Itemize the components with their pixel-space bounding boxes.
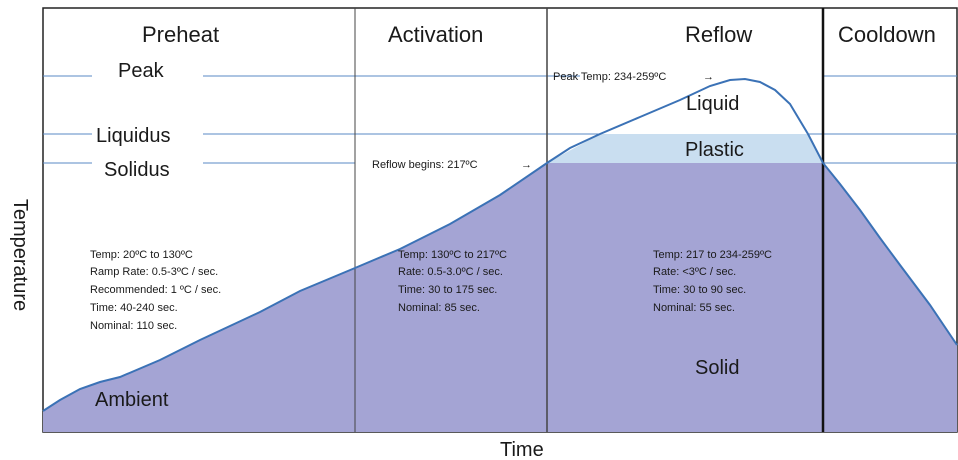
callout-reflow-begins: Reflow begins: 217ºC bbox=[372, 159, 478, 171]
note-line: Rate: 0.5-3.0ºC / sec. bbox=[398, 266, 503, 278]
note-line: Time: 30 to 175 sec. bbox=[398, 284, 497, 296]
callout-peak-temp: Peak Temp: 234-259ºC bbox=[553, 71, 666, 83]
solid-region bbox=[43, 163, 957, 432]
note-line: Time: 40-240 sec. bbox=[90, 302, 178, 314]
note-line: Rate: <3ºC / sec. bbox=[653, 266, 736, 278]
y-axis-label: Temperature bbox=[9, 199, 31, 311]
note-line: Nominal: 55 sec. bbox=[653, 302, 735, 314]
note-line: Recommended: 1 ºC / sec. bbox=[90, 284, 221, 296]
level-peak: Peak bbox=[118, 60, 165, 82]
phase-preheat: Preheat bbox=[142, 22, 219, 47]
level-solidus: Solidus bbox=[104, 159, 170, 181]
phase-activation: Activation bbox=[388, 22, 483, 47]
preheat-notes: Temp: 20ºC to 130ºC Ramp Rate: 0.5-3ºC /… bbox=[90, 249, 221, 332]
x-axis-label: Time bbox=[500, 439, 544, 460]
state-liquid: Liquid bbox=[686, 93, 739, 115]
plastic-region bbox=[547, 134, 823, 163]
note-line: Nominal: 85 sec. bbox=[398, 302, 480, 314]
state-plastic: Plastic bbox=[685, 139, 744, 161]
note-line: Ramp Rate: 0.5-3ºC / sec. bbox=[90, 266, 218, 278]
state-solid: Solid bbox=[695, 357, 739, 379]
note-line: Temp: 130ºC to 217ºC bbox=[398, 249, 507, 261]
note-line: Temp: 20ºC to 130ºC bbox=[90, 249, 193, 261]
note-line: Temp: 217 to 234-259ºC bbox=[653, 249, 772, 261]
temperature-guides bbox=[43, 75, 957, 164]
phase-reflow: Reflow bbox=[685, 22, 752, 47]
note-line: Nominal: 110 sec. bbox=[90, 320, 177, 332]
reflow-notes: Temp: 217 to 234-259ºC Rate: <3ºC / sec.… bbox=[653, 249, 772, 314]
activation-notes: Temp: 130ºC to 217ºC Rate: 0.5-3.0ºC / s… bbox=[398, 249, 507, 314]
phase-cooldown: Cooldown bbox=[838, 22, 936, 47]
note-line: Time: 30 to 90 sec. bbox=[653, 284, 746, 296]
callout-peak-arrow: → bbox=[703, 71, 714, 83]
profile-curve bbox=[42, 77, 958, 412]
level-liquidus: Liquidus bbox=[96, 125, 171, 147]
callout-reflow-arrow: → bbox=[521, 159, 532, 171]
state-ambient: Ambient bbox=[95, 389, 169, 411]
